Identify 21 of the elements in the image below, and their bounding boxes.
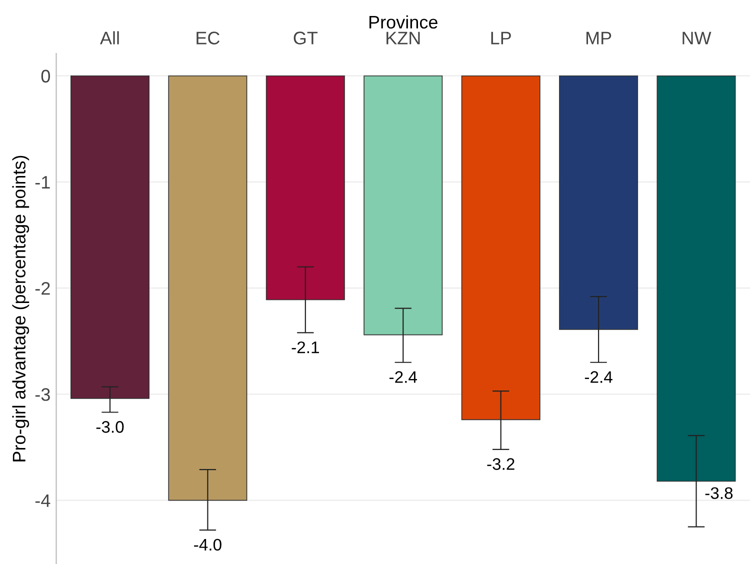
x-tick-label: KZN: [386, 32, 420, 44]
x-tick-label: MP: [586, 32, 612, 44]
y-tick-label: 0: [41, 70, 50, 83]
y-tick-label: -3: [35, 388, 50, 401]
x-tick-label: GT: [294, 32, 318, 44]
x-axis-title: Province: [369, 15, 438, 29]
y-axis-title: Pro-girl advantage (percentage points): [12, 156, 30, 462]
data-label: -2.1: [292, 341, 319, 354]
data-label: -2.4: [584, 371, 612, 383]
y-tick-label: -4: [35, 494, 50, 507]
data-label: -2.4: [390, 371, 417, 383]
data-label: -4.0: [194, 538, 222, 551]
data-label: -3.8: [705, 487, 733, 500]
x-tick-label: NW: [682, 32, 712, 44]
x-tick-label: EC: [196, 32, 220, 44]
y-tick-label: -1: [35, 176, 50, 189]
x-tick-label: LP: [491, 32, 511, 44]
y-tick-label: -2: [35, 282, 50, 295]
x-tick-label: All: [100, 31, 119, 44]
data-label: -3.0: [96, 421, 124, 433]
data-label: -3.2: [487, 458, 514, 470]
